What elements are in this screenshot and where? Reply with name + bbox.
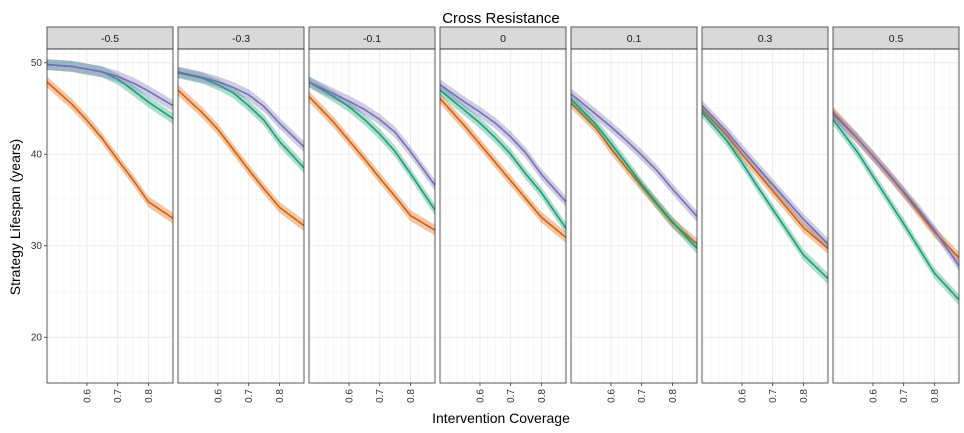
facet-panels: -0.50.6 0.7 0.8-0.30.6 0.7 0.8-0.10.6 0.7 0.80… (46, 26, 960, 403)
facet-strip-label: 0.1 (627, 33, 642, 45)
x-tick-label: 0.8 (799, 389, 810, 403)
series-ribbon-orange (702, 103, 828, 254)
series-ribbon-purple (47, 59, 173, 112)
panel-border (46, 48, 174, 384)
facet-strip-label: -0.1 (363, 33, 381, 45)
x-tick-label: 0.7 (244, 389, 255, 403)
series-group (571, 88, 697, 254)
x-tick-label: 0.6 (737, 389, 748, 403)
series-line-orange (702, 108, 828, 250)
series-group (440, 79, 566, 243)
panel-border (832, 48, 960, 384)
panel-border (308, 48, 436, 384)
series-line-teal (702, 111, 828, 280)
series-line-purple (440, 84, 566, 203)
facet-strip-label: -0.3 (232, 33, 250, 45)
y-tick-label: 40 (31, 150, 43, 161)
series-ribbon-purple (440, 79, 566, 208)
series-group (702, 100, 828, 285)
x-tick-label: 0.7 (506, 389, 517, 403)
series-group (833, 106, 959, 306)
y-axis-title: Strategy Lifespan (years) (7, 139, 23, 295)
series-line-teal (309, 81, 435, 211)
x-tick-label: 0.8 (275, 389, 286, 403)
facet-strip-label: 0.5 (889, 33, 904, 45)
series-line-purple (47, 63, 173, 107)
x-tick-label: 0.7 (637, 389, 648, 403)
x-tick-label: 0.6 (82, 389, 93, 403)
series-line-purple (833, 113, 959, 267)
series-line-orange (178, 89, 304, 227)
facet-panel: -0.1 0.6 0.7 0.8 (308, 26, 436, 403)
x-tick-label: 0.8 (537, 389, 548, 403)
series-line-teal (178, 72, 304, 169)
series-line-orange (47, 81, 173, 219)
series-line-purple (571, 93, 697, 217)
series-line-teal (833, 118, 959, 301)
series-ribbon-orange (309, 91, 435, 236)
x-tick-label: 0.6 (344, 389, 355, 403)
facet-panel: 0.3 0.6 0.7 0.8 (701, 26, 829, 403)
facet-strip-label: 0 (500, 33, 506, 45)
facet-strip-label: -0.5 (101, 33, 119, 45)
panel-border (177, 48, 305, 384)
series-line-orange (440, 97, 566, 239)
series-group (178, 66, 304, 232)
grid (833, 49, 959, 384)
y-tick-label: 20 (31, 333, 43, 344)
x-axis-title: Intervention Coverage (432, 410, 570, 426)
facet-strip-label: 0.3 (758, 33, 773, 45)
grid (571, 49, 697, 384)
y-tick-label: 30 (31, 241, 43, 252)
facet-panel: 0.1 0.6 0.7 0.8 (570, 26, 698, 403)
x-tick-label: 0.8 (406, 389, 417, 403)
series-group (309, 76, 435, 236)
x-tick-label: 0.6 (606, 389, 617, 403)
series-line-teal (571, 98, 697, 250)
panel-border (701, 48, 829, 384)
series-line-purple (702, 105, 828, 245)
x-tick-label: 0.7 (375, 389, 386, 403)
series-line-purple (178, 71, 304, 148)
series-ribbon-orange (440, 92, 566, 243)
x-tick-label: 0.8 (668, 389, 679, 403)
grid (702, 49, 828, 384)
x-tick-label: 0.8 (144, 389, 155, 403)
x-tick-label: 0.6 (475, 389, 486, 403)
facet-panel: 0.5 0.6 0.7 0.8 (832, 26, 960, 403)
series-line-orange (309, 96, 435, 231)
series-group (47, 59, 173, 224)
panel-border (439, 48, 567, 384)
x-tick-label: 0.7 (113, 389, 124, 403)
facet-panel: -0.5 0.6 0.7 0.8 (46, 26, 174, 403)
series-ribbon-teal (178, 67, 304, 174)
x-tick-label: 0.7 (899, 389, 910, 403)
x-tick-label: 0.6 (868, 389, 879, 403)
facet-panel: 0 0.6 0.7 0.8 (439, 26, 567, 403)
chart-title: Cross Resistance (442, 10, 560, 27)
panel-border (570, 48, 698, 384)
series-line-purple (309, 81, 435, 186)
y-axis: 20 30 40 50 (31, 58, 47, 344)
series-ribbon-purple (833, 108, 959, 272)
x-tick-label: 0.6 (213, 389, 224, 403)
facet-panel: -0.3 0.6 0.7 0.8 (177, 26, 305, 403)
series-ribbon-purple (571, 88, 697, 222)
y-tick-label: 50 (31, 58, 43, 69)
x-tick-label: 0.8 (930, 389, 941, 403)
series-line-teal (440, 89, 566, 229)
x-tick-label: 0.7 (768, 389, 779, 403)
